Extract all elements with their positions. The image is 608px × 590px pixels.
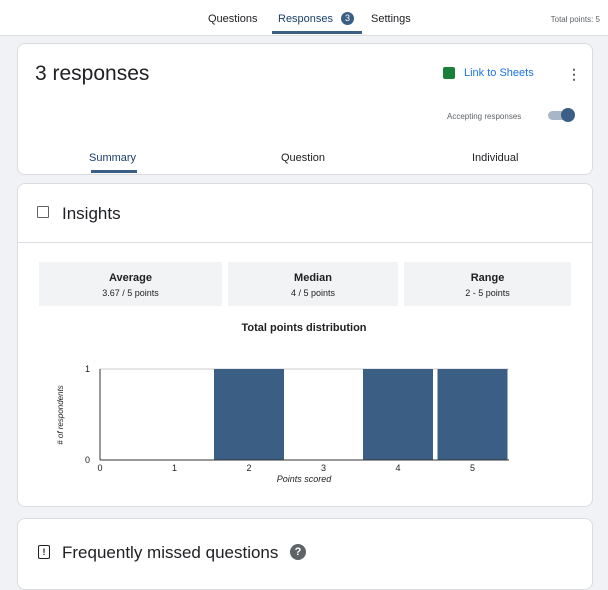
insights-icon <box>37 206 49 218</box>
insights-title: Insights <box>62 204 121 223</box>
x-tick-label: 0 <box>97 463 102 473</box>
chart: Total points distribution Points scored … <box>56 322 509 484</box>
y-tick-label: 0 <box>85 455 90 465</box>
bar <box>363 369 433 460</box>
stat-value: 4 / 5 points <box>290 288 336 298</box>
x-axis-label: Points scored <box>277 474 333 484</box>
subtab-underline <box>91 170 137 173</box>
divider <box>18 242 592 243</box>
total-points: Total points: 5 <box>550 15 600 24</box>
x-tick-label: 1 <box>172 463 177 473</box>
tab-underline <box>272 31 362 34</box>
accepting-label: Accepting responses <box>447 112 522 121</box>
stat: Average 3.67 / 5 points <box>39 262 222 306</box>
bar <box>437 369 508 460</box>
x-tick-label: 5 <box>470 463 475 473</box>
chart-title: Total points distribution <box>241 322 366 334</box>
toggle-knob <box>561 108 575 122</box>
responses-card: 3 responses Link to Sheets ⋮ Accepting r… <box>17 43 593 175</box>
stat-value: 3.67 / 5 points <box>102 288 159 298</box>
x-tick-label: 4 <box>395 463 400 473</box>
subtab[interactable]: Question <box>281 152 326 164</box>
stat-label: Range <box>470 272 505 284</box>
stat-label: Average <box>108 272 152 284</box>
badge: 3 <box>341 12 354 25</box>
title: 3 responses <box>35 62 150 85</box>
link[interactable]: Link to Sheets <box>464 67 534 79</box>
x-tick-label: 2 <box>246 463 251 473</box>
subtab[interactable]: Individual <box>472 152 519 164</box>
missed-title: Frequently missed questions <box>62 543 279 562</box>
menu[interactable]: ⋮ <box>567 66 581 82</box>
tab[interactable]: Settings <box>371 13 411 25</box>
subtab[interactable]: Summary <box>89 152 137 164</box>
sheets-icon <box>443 67 455 79</box>
y-axis-label: # of respondents <box>56 385 65 445</box>
x-tick-label: 3 <box>321 463 326 473</box>
stat: Median 4 / 5 points <box>228 262 398 306</box>
stat-label: Median <box>294 272 332 284</box>
missed-card: ! Frequently missed questions ? <box>17 518 593 590</box>
stat: Range 2 - 5 points <box>404 262 571 306</box>
tab[interactable]: Responses <box>278 13 334 25</box>
toggle[interactable] <box>548 111 572 120</box>
y-tick-label: 1 <box>85 364 90 374</box>
top-bar: Questions Responses 3 Settings Total poi… <box>0 0 608 36</box>
stat-value: 2 - 5 points <box>465 288 510 298</box>
missed-icon: ! <box>38 545 50 559</box>
bar <box>214 369 284 460</box>
tab[interactable]: Questions <box>208 13 258 25</box>
help-icon[interactable]: ? <box>290 544 306 560</box>
